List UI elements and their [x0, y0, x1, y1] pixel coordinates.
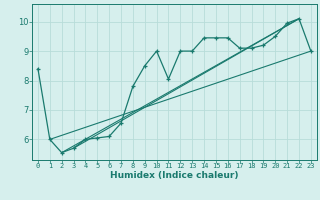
X-axis label: Humidex (Indice chaleur): Humidex (Indice chaleur): [110, 171, 239, 180]
